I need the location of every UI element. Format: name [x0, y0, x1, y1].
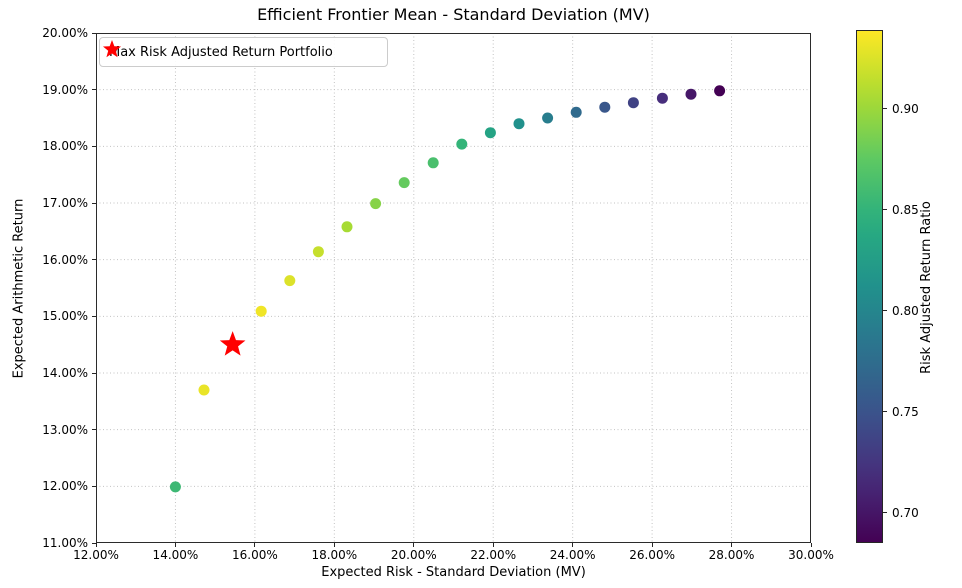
- y-tick-mark: [92, 32, 96, 34]
- colorbar-tick-mark: [883, 411, 887, 413]
- max-risk-adjusted-star: [219, 331, 246, 356]
- legend: Max Risk Adjusted Return Portfolio: [99, 37, 388, 67]
- y-tick-mark: [92, 372, 96, 374]
- colorbar-tick-mark: [883, 512, 887, 514]
- y-axis-label: Expected Arithmetic Return: [11, 198, 27, 379]
- y-tick-mark: [92, 315, 96, 317]
- frontier-point: [370, 198, 382, 210]
- y-tick-label: 13.00%: [42, 422, 88, 437]
- x-tick-mark: [731, 543, 733, 547]
- x-tick-label: 14.00%: [152, 548, 199, 562]
- star-icon-shape: [102, 40, 122, 58]
- frontier-point: [341, 221, 353, 233]
- frontier-point: [398, 177, 410, 189]
- x-tick-mark: [810, 543, 812, 547]
- star-icon: [102, 40, 122, 58]
- colorbar-tick-label: 0.80: [892, 303, 919, 318]
- y-tick-label: 12.00%: [42, 479, 88, 494]
- y-tick-mark: [92, 542, 96, 544]
- x-tick-label: 18.00%: [311, 548, 358, 562]
- x-tick-label: 12.00%: [73, 548, 119, 562]
- x-tick-label: 30.00%: [788, 548, 834, 562]
- frontier-point: [456, 138, 468, 150]
- y-tick-label: 19.00%: [42, 82, 88, 97]
- frontier-point: [312, 246, 324, 258]
- plot-area: Max Risk Adjusted Return Portfolio: [96, 33, 811, 543]
- x-tick-mark: [254, 543, 256, 547]
- colorbar-tick-mark: [883, 108, 887, 110]
- x-tick-label: 20.00%: [390, 548, 437, 562]
- y-tick-mark: [92, 485, 96, 487]
- x-tick-mark: [492, 543, 494, 547]
- frontier-point: [255, 305, 267, 317]
- frontier-point: [542, 112, 554, 124]
- x-axis-label: Expected Risk - Standard Deviation (MV): [321, 565, 586, 580]
- y-tick-label: 15.00%: [42, 309, 88, 324]
- frontier-point: [484, 127, 496, 139]
- y-tick-label: 14.00%: [42, 366, 88, 380]
- colorbar-tick-label: 0.90: [892, 101, 919, 116]
- frontier-point: [570, 106, 582, 118]
- frontier-point: [169, 481, 181, 493]
- x-tick-mark: [572, 543, 574, 547]
- y-tick-mark: [92, 145, 96, 147]
- x-tick-mark: [174, 543, 176, 547]
- colorbar-tick-mark: [883, 310, 887, 312]
- x-tick-label: 22.00%: [470, 548, 517, 562]
- x-tick-mark: [333, 543, 335, 547]
- y-tick-mark: [92, 259, 96, 261]
- x-tick-mark: [413, 543, 415, 547]
- colorbar-tick-mark: [883, 209, 887, 211]
- frontier-point: [284, 275, 296, 287]
- y-tick-mark: [92, 89, 96, 91]
- frontier-point: [427, 157, 439, 169]
- x-tick-mark: [95, 543, 97, 547]
- x-tick-label: 16.00%: [231, 548, 278, 562]
- x-tick-label: 28.00%: [708, 548, 755, 562]
- colorbar-tick-label: 0.70: [892, 505, 919, 520]
- y-tick-label: 20.00%: [42, 26, 88, 40]
- y-tick-mark: [92, 429, 96, 431]
- x-tick-label: 24.00%: [549, 548, 596, 562]
- colorbar-tick-label: 0.85: [892, 202, 919, 217]
- x-tick-label: 26.00%: [629, 548, 675, 562]
- scatter-plot-canvas: [96, 33, 811, 543]
- legend-label: Max Risk Adjusted Return Portfolio: [109, 44, 333, 60]
- frontier-point: [599, 101, 611, 113]
- colorbar-tick-label: 0.75: [892, 404, 919, 419]
- y-tick-label: 11.00%: [42, 536, 88, 550]
- frontier-point: [627, 97, 639, 109]
- frontier-point: [198, 384, 210, 396]
- frontier-point: [714, 85, 726, 97]
- colorbar: [856, 30, 883, 543]
- frontier-point: [513, 118, 525, 130]
- y-tick-label: 17.00%: [42, 196, 88, 210]
- chart-title: Efficient Frontier Mean - Standard Devia…: [257, 5, 650, 24]
- y-tick-label: 16.00%: [42, 252, 88, 267]
- x-tick-mark: [651, 543, 653, 547]
- frontier-point: [656, 92, 668, 104]
- frontier-point: [685, 88, 697, 100]
- y-tick-mark: [92, 202, 96, 204]
- axes-spines: [96, 33, 811, 543]
- y-tick-label: 18.00%: [42, 139, 88, 154]
- colorbar-label: Risk Adjusted Return Ratio: [919, 201, 934, 374]
